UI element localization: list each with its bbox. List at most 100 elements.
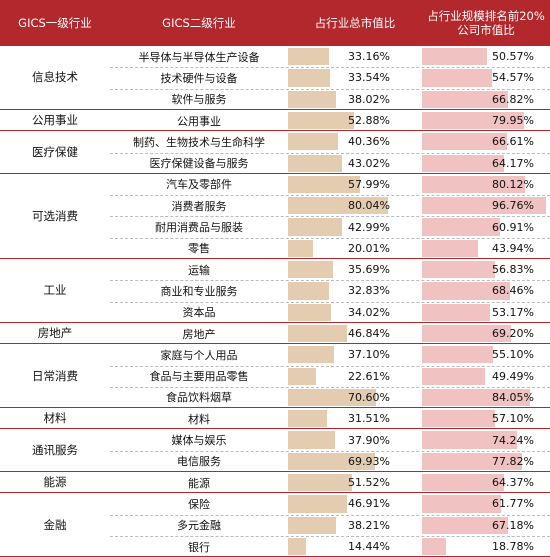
level1-industry: 金融 (0, 493, 110, 557)
share-top20-value: 55.10% (492, 348, 534, 362)
level2-industry: 医疗保健设备与服务 (149, 157, 249, 171)
share-top20-bar (422, 175, 525, 194)
share-total-bar (288, 452, 376, 470)
share-top20-value: 77.82% (492, 454, 534, 468)
share-total-bar (288, 303, 331, 321)
level1-industry: 房地产 (0, 323, 110, 345)
level2-industry: 技术硬件与设备 (160, 71, 238, 85)
share-top20-value: 49.49% (492, 369, 534, 383)
share-top20-value: 79.95% (492, 114, 534, 128)
table-row: 运输 35.69% 56.83% (110, 259, 550, 280)
level2-industry: 商业和专业服务 (160, 284, 238, 298)
group-divider (0, 130, 550, 132)
share-top20-value: 18.78% (492, 540, 534, 554)
level2-industry: 制药、生物技术与生命科学 (133, 135, 265, 149)
share-top20-value: 66.82% (492, 92, 534, 106)
share-total-bar (288, 239, 313, 257)
share-top20-value: 43.94% (492, 241, 534, 255)
share-total-bar (288, 197, 389, 215)
header-share-top20-line1: 占行业规模排名前20% (427, 9, 545, 23)
table-row: 多元金融 38.21% 67.18% (110, 515, 550, 536)
share-total-value: 14.44% (348, 540, 390, 554)
share-total-value: 70.60% (348, 390, 390, 404)
row-divider (110, 280, 550, 282)
share-top20-bar (422, 324, 511, 343)
table-row: 零售 20.01% 43.94% (110, 238, 550, 259)
table-row: 家庭与个人用品 37.10% 55.10% (110, 344, 550, 365)
share-top20-bar (422, 218, 500, 236)
share-total-bar (288, 388, 377, 407)
group-divider (0, 108, 550, 110)
share-top20-value: 84.05% (492, 390, 534, 404)
share-top20-bar (422, 197, 546, 215)
group-divider (0, 258, 550, 259)
share-total-value: 57.99% (348, 177, 390, 191)
level2-industry: 材料 (188, 412, 210, 426)
level1-industry: 公用事业 (0, 110, 110, 132)
level1-industry: 医疗保健 (0, 131, 110, 174)
share-total-value: 38.21% (348, 518, 390, 532)
level2-industry: 资本品 (182, 306, 216, 320)
header-share-top20-line2: 公司市值比 (457, 23, 515, 37)
share-top20-bar (422, 346, 493, 364)
level2-industry: 运输 (188, 263, 210, 277)
table-header: GICS一级行业 GICS二级行业 占行业总市值比 占行业规模排名前20% 公司… (0, 0, 550, 46)
row-divider (110, 152, 550, 154)
share-top20-bar (422, 303, 491, 321)
level1-industry: 日常消费 (0, 344, 110, 409)
table-row: 消费者服务 80.04% 96.76% (110, 195, 550, 216)
table-row: 银行 14.44% 18.78% (110, 536, 550, 557)
group-divider (0, 428, 550, 430)
share-total-value: 32.83% (348, 284, 390, 298)
group-divider (0, 407, 550, 409)
table-row: 汽车及零部件 57.99% 80.12% (110, 174, 550, 195)
share-top20-value: 60.91% (492, 220, 534, 234)
share-total-bar (288, 218, 342, 236)
share-total-bar (288, 261, 333, 279)
level2-industry: 半导体与半导体生产设备 (138, 50, 260, 64)
table-row: 食品饮料烟草 70.60% 84.05% (110, 387, 550, 408)
share-top20-value: 61.77% (492, 497, 534, 511)
header-share-top20: 占行业规模排名前20% 公司市值比 (422, 0, 550, 46)
level2-industry: 消费者服务 (171, 199, 227, 213)
share-top20-bar (422, 367, 486, 385)
row-divider (110, 365, 550, 367)
group-divider (0, 172, 550, 174)
table-row: 食品与主要用品零售 22.61% 49.49% (110, 366, 550, 387)
group-divider (0, 471, 550, 472)
share-top20-bar (422, 133, 508, 151)
share-top20-value: 56.83% (492, 263, 534, 277)
share-total-value: 31.51% (348, 412, 390, 426)
level2-industry: 家庭与个人用品 (160, 348, 238, 362)
level2-industry: 多元金融 (177, 519, 221, 533)
table-row: 耐用消费品与服装 42.99% 60.91% (110, 216, 550, 237)
level1-industry: 材料 (0, 408, 110, 430)
row-divider (110, 450, 550, 452)
share-total-bar (288, 282, 330, 300)
share-total-bar (288, 324, 347, 343)
share-total-value: 20.01% (348, 241, 390, 255)
header-share-total: 占行业总市值比 (314, 16, 396, 30)
share-top20-value: 64.17% (492, 156, 534, 170)
share-total-value: 46.84% (348, 327, 390, 341)
level1-industry: 可选消费 (0, 174, 110, 259)
table-row: 制药、生物技术与生命科学 40.36% 66.61% (110, 131, 550, 152)
share-total-value: 38.02% (348, 92, 390, 106)
row-divider (110, 195, 550, 197)
level1-industry: 信息技术 (0, 46, 110, 110)
share-top20-value: 64.37% (492, 476, 534, 490)
share-top20-bar (422, 431, 518, 449)
share-total-value: 37.10% (348, 348, 390, 362)
table-row: 资本品 34.02% 53.17% (110, 302, 550, 323)
row-divider (110, 88, 550, 90)
level1-industry: 能源 (0, 472, 110, 494)
table-row: 电信服务 69.93% 77.82% (110, 451, 550, 472)
share-total-value: 33.54% (348, 71, 390, 85)
share-total-value: 69.93% (348, 454, 390, 468)
table-row: 商业和专业服务 32.83% 68.46% (110, 280, 550, 301)
share-top20-value: 69.20% (492, 327, 534, 341)
share-total-bar (288, 410, 328, 428)
share-top20-bar (422, 111, 525, 130)
share-total-bar (288, 69, 330, 87)
